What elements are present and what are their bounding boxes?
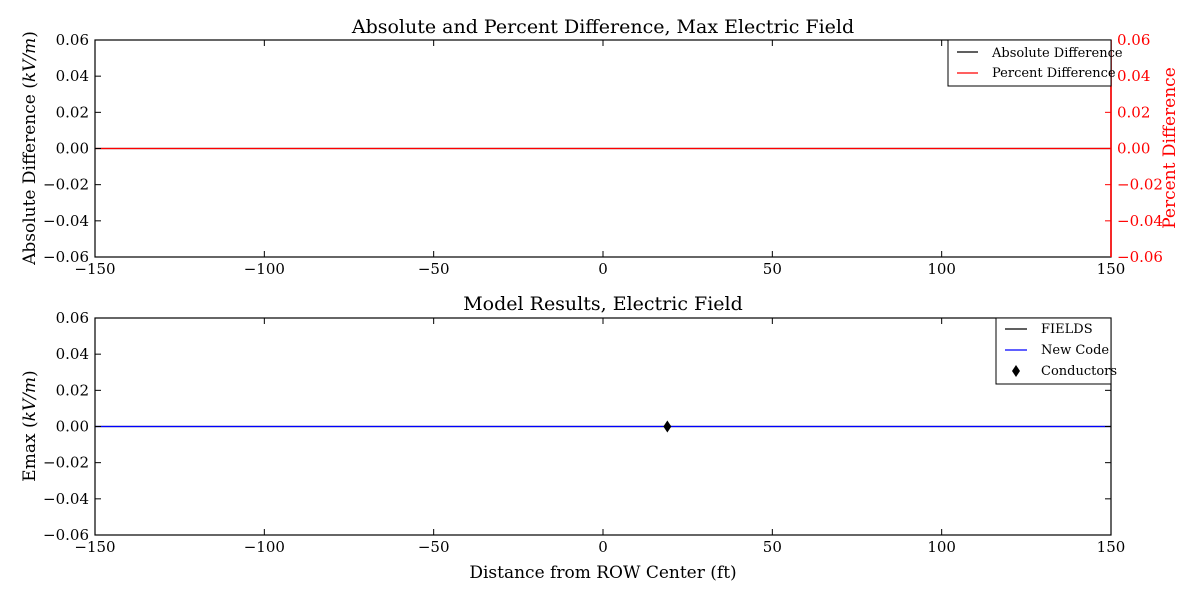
bottom-y-tick-label: −0.04 xyxy=(43,490,89,508)
top-y-label-part3: ) xyxy=(20,31,40,38)
conductor-marker xyxy=(663,420,672,433)
bottom-x-tick-label: 150 xyxy=(1097,538,1126,556)
bottom-x-tick-label: 50 xyxy=(763,538,782,556)
bottom-y-tick-label: 0.00 xyxy=(56,418,89,436)
bottom-y-label-unit: kV/m xyxy=(20,377,40,421)
bottom-y-tick-label: 0.04 xyxy=(56,345,89,363)
top-y2-tick-label: −0.06 xyxy=(1117,248,1163,266)
top-y2-tick-label: 0.00 xyxy=(1117,140,1150,158)
top-x-tick-label: −100 xyxy=(244,260,285,278)
top-x-tick-label: 50 xyxy=(763,260,782,278)
top-chart-title: Absolute and Percent Difference, Max Ele… xyxy=(351,16,854,38)
legend-label-conductors: Conductors xyxy=(1041,364,1117,379)
top-y-tick-label: 0.04 xyxy=(56,67,89,85)
top-y2-tick-label: −0.04 xyxy=(1117,212,1163,230)
bottom-y-tick-label: −0.02 xyxy=(43,454,89,472)
top-y2-tick-label: 0.02 xyxy=(1117,103,1150,121)
bottom-subplot: Model Results, Electric Field Emax (kV/m… xyxy=(20,293,1125,583)
bottom-legend: FIELDS New Code Conductors xyxy=(995,317,1117,385)
top-y2-tick-label: 0.04 xyxy=(1117,67,1150,85)
bottom-chart-title: Model Results, Electric Field xyxy=(463,293,743,315)
top-x-tick-label: −150 xyxy=(74,260,115,278)
legend-label-percent-difference: Percent Difference xyxy=(992,66,1116,81)
bottom-y-axis-label: Emax (kV/m) xyxy=(20,370,40,481)
bottom-y-label-part3: ) xyxy=(20,370,40,377)
bottom-y-tick-label: 0.02 xyxy=(56,381,89,399)
bottom-x-tick-label: −150 xyxy=(74,538,115,556)
top-y2-axis-label: Percent Difference xyxy=(1160,67,1180,229)
bottom-ticks-group: −150 −100 −50 0 50 100 150 0.06 0.04 0.02 0.00 −0.0… xyxy=(43,309,1125,556)
top-y2-tick-label: −0.02 xyxy=(1117,176,1163,194)
top-x-tick-label: 100 xyxy=(927,260,956,278)
top-y2-tick-label: 0.06 xyxy=(1117,31,1150,49)
legend-label-absolute-difference: Absolute Difference xyxy=(991,46,1123,61)
bottom-y-tick-label: 0.06 xyxy=(56,309,89,327)
top-x-tick-label: 0 xyxy=(598,260,608,278)
top-y-tick-label: −0.04 xyxy=(43,212,89,230)
top-y-tick-label: −0.02 xyxy=(43,176,89,194)
top-y-tick-label: 0.02 xyxy=(56,103,89,121)
top-y-axis-label: Absolute Difference (kV/m) xyxy=(20,31,40,266)
bottom-y-tick-label: −0.06 xyxy=(43,526,89,544)
top-legend: Absolute Difference Percent Difference xyxy=(947,39,1123,87)
top-legend-box xyxy=(947,39,1112,87)
legend-label-fields: FIELDS xyxy=(1041,322,1093,337)
top-y-label-unit: kV/m xyxy=(20,38,40,82)
bottom-y-label-part1: Emax ( xyxy=(20,421,40,481)
bottom-series-group xyxy=(95,420,1111,433)
legend-label-new-code: New Code xyxy=(1041,343,1109,358)
top-y-tick-label: 0.00 xyxy=(56,140,89,158)
top-subplot: Absolute and Percent Difference, Max Ele… xyxy=(20,16,1180,278)
legend-swatch-conductors-diamond xyxy=(1012,365,1020,377)
bottom-x-tick-label: 0 xyxy=(598,538,608,556)
top-x-tick-label: 150 xyxy=(1097,260,1126,278)
bottom-x-tick-label: 100 xyxy=(927,538,956,556)
top-y-tick-label: 0.06 xyxy=(56,31,89,49)
bottom-x-tick-label: −50 xyxy=(418,538,450,556)
bottom-x-axis-label: Distance from ROW Center (ft) xyxy=(469,563,736,583)
top-y-label-part1: Absolute Difference ( xyxy=(20,82,40,266)
top-x-tick-label: −50 xyxy=(418,260,450,278)
bottom-plot-frame xyxy=(94,317,1112,536)
bottom-x-tick-label: −100 xyxy=(244,538,285,556)
top-ticks-group: −150 −100 −50 0 50 100 150 0.06 0.04 0.02 0.00 −0.0… xyxy=(43,31,1163,278)
top-y-tick-label: −0.06 xyxy=(43,248,89,266)
